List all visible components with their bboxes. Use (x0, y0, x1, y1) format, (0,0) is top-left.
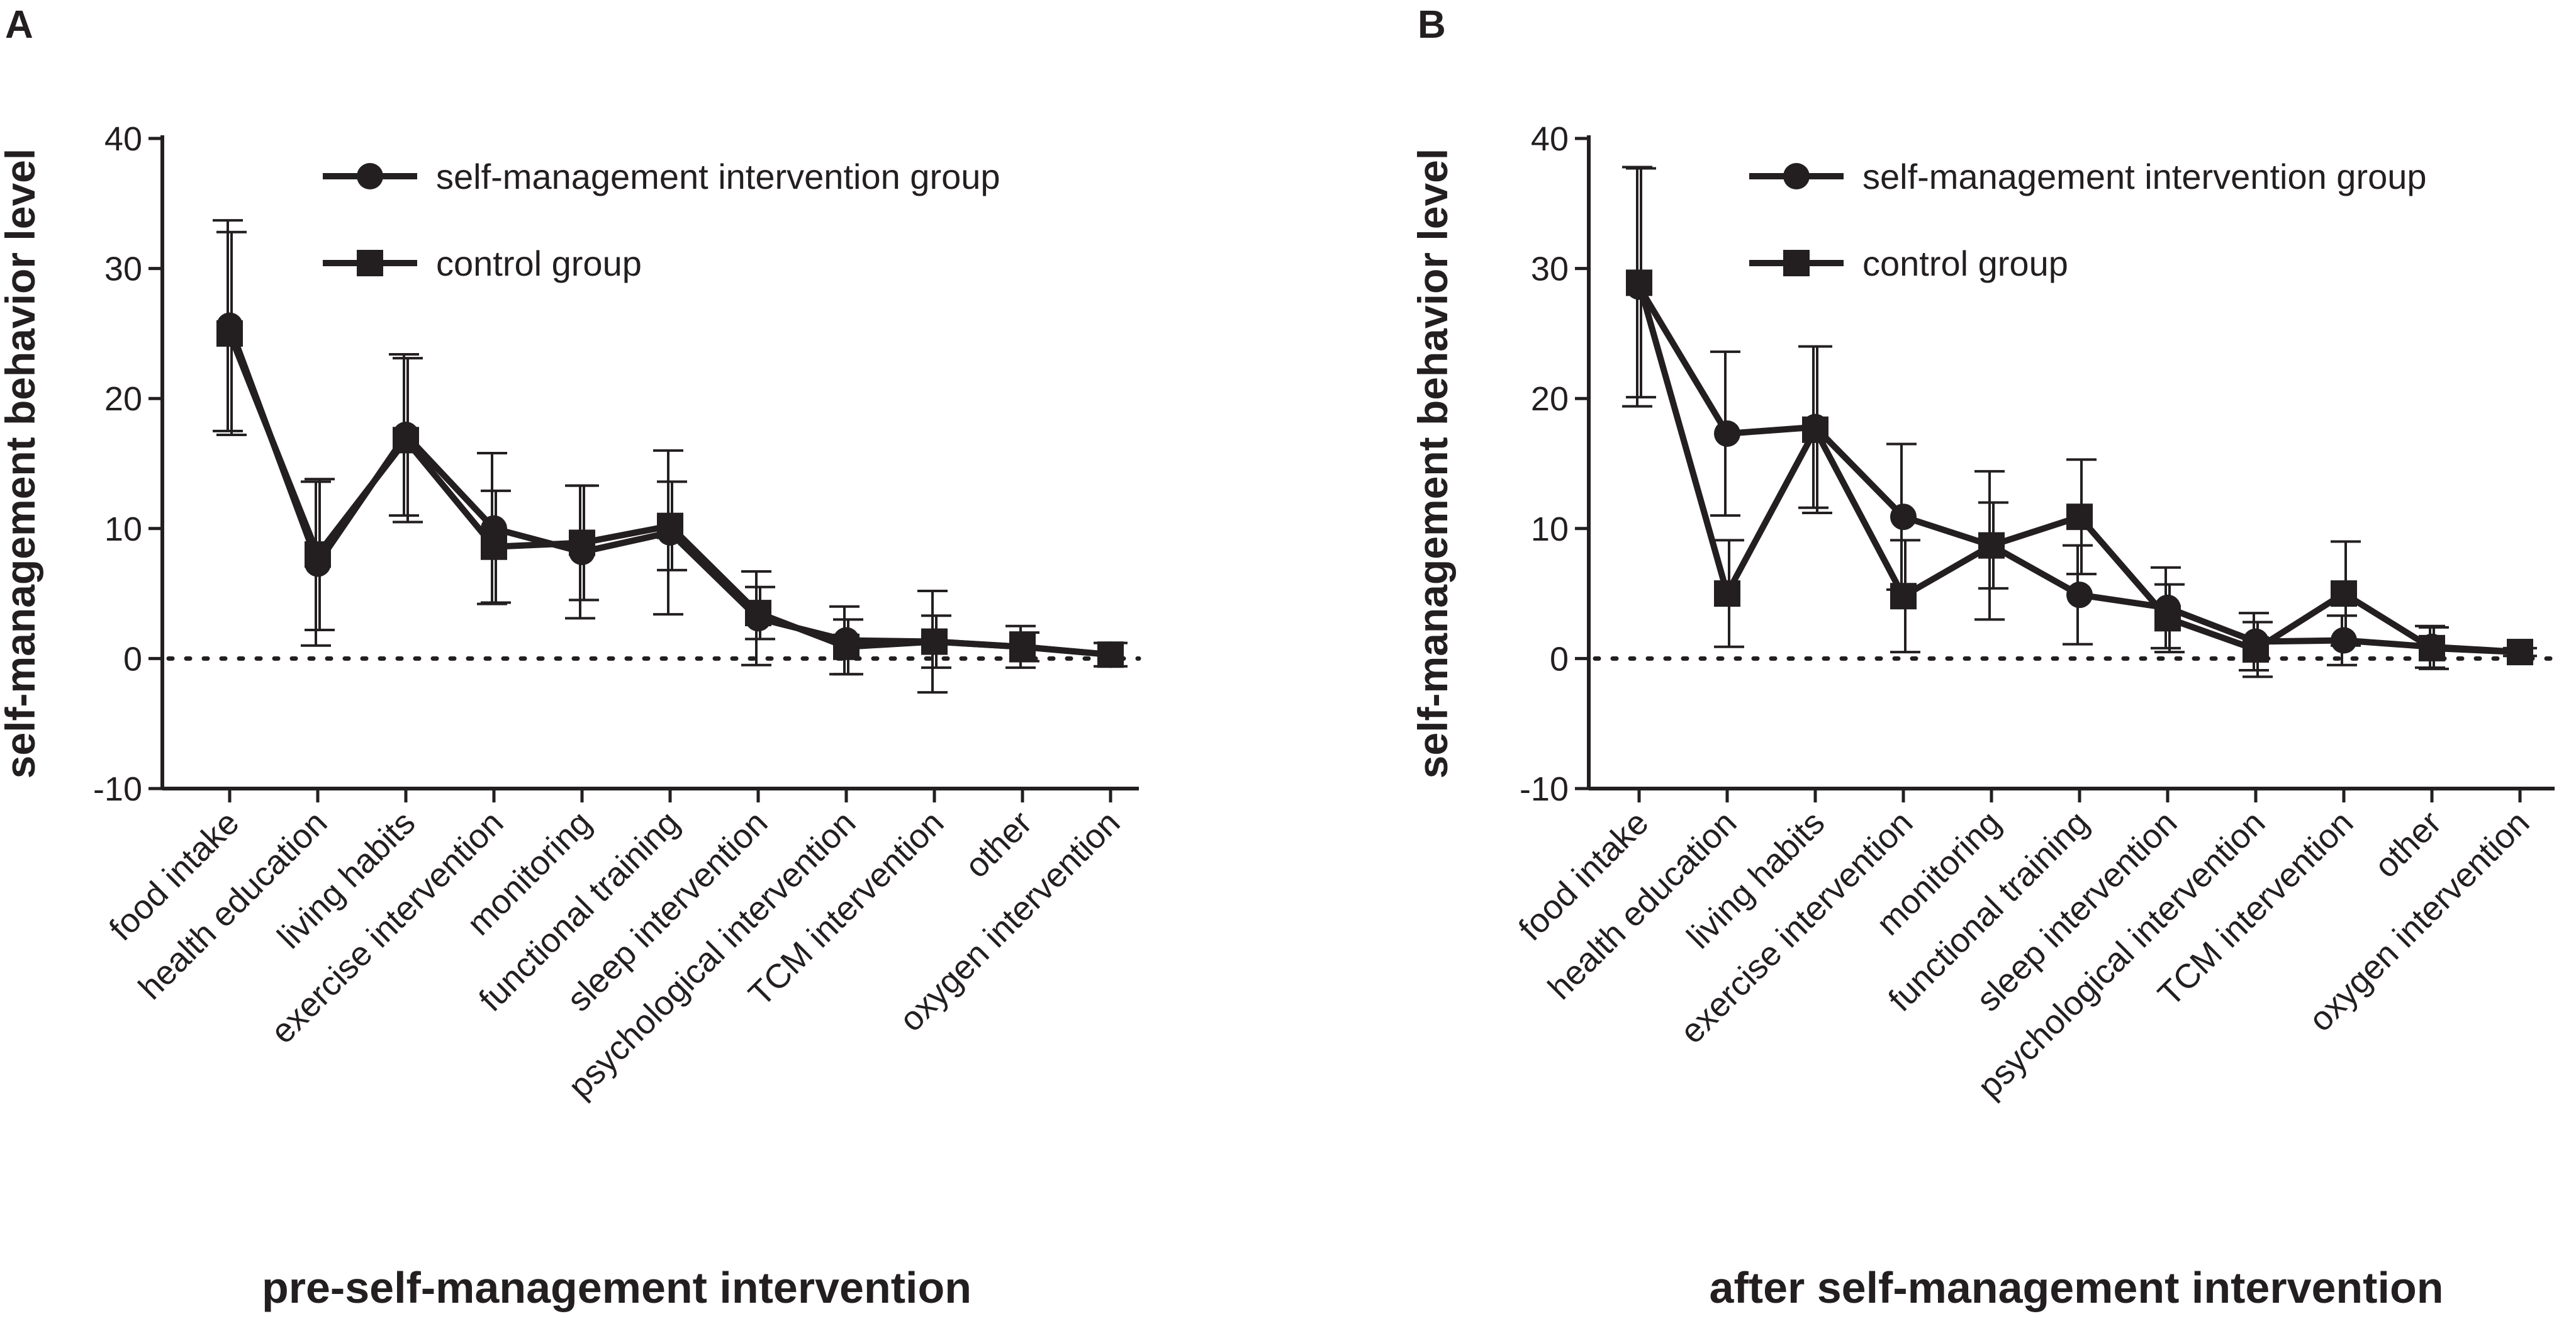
x-category-label: other (958, 804, 1039, 885)
series-line (227, 332, 1111, 658)
y-tick-label: 10 (1531, 510, 1569, 548)
series-intervention-group (213, 219, 1124, 694)
x-axis-title: pre-self-management intervention (262, 1263, 972, 1312)
data-point-square (1802, 416, 1828, 443)
legend-label: self-management intervention group (436, 157, 1000, 196)
data-point-square (2066, 503, 2093, 531)
data-point-square (1097, 641, 1124, 668)
data-point-square (1890, 583, 1917, 610)
data-point-square (216, 320, 243, 347)
y-axis-label: self-management behavior level (0, 149, 43, 779)
data-point-square (2243, 636, 2269, 663)
y-tick-label: 30 (1531, 250, 1569, 288)
data-point-square (833, 633, 860, 660)
legend-marker-circle (1783, 163, 1810, 189)
legend-label: control group (436, 244, 642, 283)
data-point-circle (2331, 627, 2357, 654)
y-tick-label: 40 (1531, 120, 1569, 158)
x-category-label: other (2367, 804, 2448, 885)
x-axis-title: after self-management intervention (1710, 1263, 2444, 1312)
series-control-group (1626, 167, 2537, 678)
data-point-square (305, 541, 331, 568)
y-tick-label: 0 (123, 640, 142, 678)
data-point-square (1009, 633, 1036, 660)
data-point-square (2331, 580, 2357, 607)
legend-label: self-management intervention group (1862, 157, 2427, 196)
y-axis-label: self-management behavior level (1409, 149, 1456, 779)
legend-marker-circle (357, 163, 383, 189)
legend-marker-square (1783, 250, 1810, 276)
legend-entry: control group (1749, 244, 2068, 283)
legend-marker-square (357, 250, 383, 276)
data-point-square (745, 600, 771, 627)
legend-entry: self-management intervention group (323, 157, 1000, 196)
series-control-group (216, 230, 1128, 676)
data-point-square (1714, 580, 1740, 607)
legend-entry: self-management intervention group (1749, 157, 2427, 196)
y-tick-label: 20 (1531, 380, 1569, 418)
data-point-circle (2066, 582, 2093, 609)
data-point-circle (1890, 503, 1917, 531)
data-point-square (657, 512, 683, 539)
data-point-square (2154, 605, 2181, 632)
data-point-square (2507, 639, 2533, 666)
data-point-square (393, 427, 419, 454)
series-line (227, 324, 1111, 658)
panel-label: B (1418, 3, 1446, 47)
y-tick-label: -10 (93, 770, 142, 808)
y-tick-label: 20 (104, 380, 142, 418)
data-point-square (481, 533, 507, 560)
data-point-circle (1714, 420, 1740, 447)
legend-label: control group (1862, 244, 2068, 283)
data-point-square (921, 628, 948, 655)
data-point-square (569, 529, 595, 556)
legend-entry: control group (323, 244, 642, 283)
y-tick-label: 10 (104, 510, 142, 548)
y-tick-label: 30 (104, 250, 142, 288)
data-point-square (1626, 269, 1652, 296)
y-tick-label: 0 (1550, 640, 1569, 678)
data-point-square (2419, 634, 2445, 661)
data-point-square (1978, 532, 2005, 559)
y-tick-label: 40 (104, 120, 142, 158)
series-intervention-group (1622, 166, 2533, 672)
panel-label: A (5, 3, 33, 47)
y-tick-label: -10 (1520, 770, 1569, 808)
